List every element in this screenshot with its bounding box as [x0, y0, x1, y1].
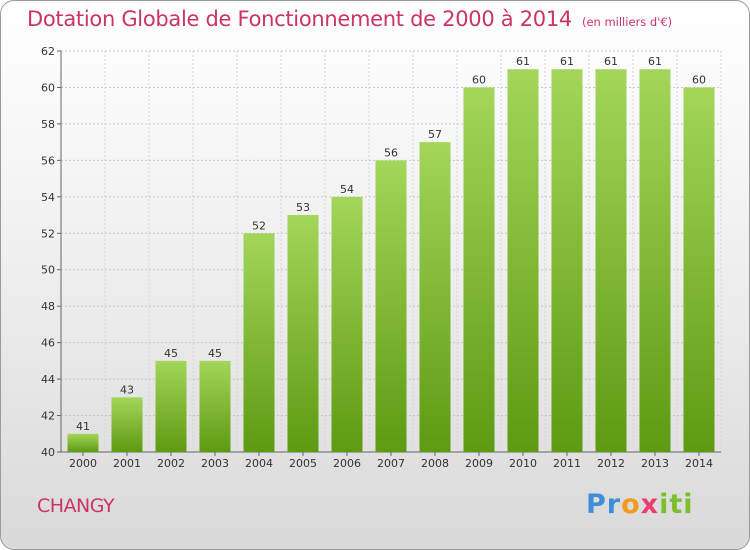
x-tick-label: 2012 — [597, 457, 625, 470]
bar — [507, 69, 539, 453]
bar — [375, 160, 407, 452]
title-text: Dotation Globale de Fonctionnement de 20… — [27, 7, 572, 31]
bar — [463, 87, 495, 453]
x-tick-label: 2013 — [641, 457, 669, 470]
value-label: 60 — [692, 73, 706, 86]
value-label: 45 — [164, 347, 178, 360]
x-tick-label: 2011 — [553, 457, 581, 470]
value-label: 43 — [120, 383, 134, 396]
x-tick-label: 2006 — [333, 457, 361, 470]
bar — [419, 142, 451, 453]
value-label: 61 — [560, 55, 574, 68]
x-tick-label: 2014 — [685, 457, 713, 470]
place-name: CHANGY — [37, 495, 115, 517]
x-tick-label: 2007 — [377, 457, 405, 470]
x-tick-label: 2004 — [245, 457, 273, 470]
y-tick-label: 42 — [41, 410, 55, 423]
bars — [67, 69, 715, 453]
y-tick-label: 40 — [41, 446, 55, 459]
x-tick-label: 2002 — [157, 457, 185, 470]
bar — [287, 215, 319, 452]
bar — [595, 69, 627, 453]
y-tick-label: 44 — [41, 373, 55, 386]
bar — [67, 433, 99, 452]
y-tick-label: 62 — [41, 45, 55, 58]
x-tick-label: 2009 — [465, 457, 493, 470]
x-tick-label: 2008 — [421, 457, 449, 470]
value-label: 41 — [76, 420, 90, 433]
chart-title: Dotation Globale de Fonctionnement de 20… — [27, 7, 672, 31]
x-tick-label: 2005 — [289, 457, 317, 470]
bar — [111, 397, 143, 452]
bar — [155, 360, 187, 452]
y-tick-label: 48 — [41, 300, 55, 313]
y-tick-label: 60 — [41, 81, 55, 94]
bar — [551, 69, 583, 453]
value-label: 45 — [208, 347, 222, 360]
bar — [199, 360, 231, 452]
value-label: 54 — [340, 183, 354, 196]
proxiti-logo[interactable]: Proxiti — [586, 489, 694, 520]
x-tick-label: 2010 — [509, 457, 537, 470]
chart-subtitle: (en milliers d'€) — [581, 15, 673, 29]
value-label: 52 — [252, 219, 266, 232]
y-tick-label: 46 — [41, 337, 55, 350]
x-tick-label: 2003 — [201, 457, 229, 470]
value-label: 56 — [384, 146, 398, 159]
bar — [683, 87, 715, 453]
bar — [243, 233, 275, 452]
bar — [331, 196, 363, 452]
y-tick-label: 58 — [41, 118, 55, 131]
y-tick-label: 52 — [41, 227, 55, 240]
y-tick-label: 56 — [41, 154, 55, 167]
value-label: 60 — [472, 73, 486, 86]
value-label: 57 — [428, 128, 442, 141]
value-label: 61 — [648, 55, 662, 68]
bar — [639, 69, 671, 453]
value-label: 53 — [296, 201, 310, 214]
x-tick-label: 2000 — [69, 457, 97, 470]
x-tick-label: 2001 — [113, 457, 141, 470]
value-label: 61 — [604, 55, 618, 68]
value-label: 61 — [516, 55, 530, 68]
labels: 40 42 44 46 48 50 52 54 56 58 60 62 41 2000 43 2001 45 20… — [41, 45, 713, 470]
y-tick-label: 54 — [41, 191, 55, 204]
y-tick-label: 50 — [41, 264, 55, 277]
